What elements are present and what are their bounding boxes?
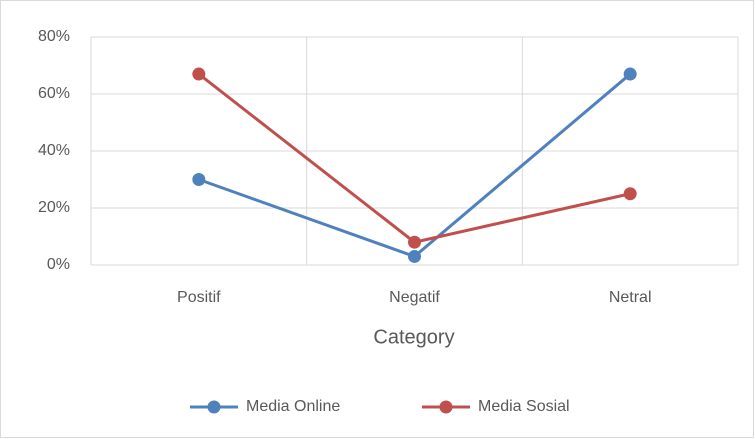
data-point [408,249,421,263]
x-axis-label: Category [373,326,454,348]
y-tick-label: 0% [47,256,70,273]
legend-label: Media Sosial [478,398,570,415]
y-tick-label: 60% [38,85,70,102]
data-point [623,67,637,81]
x-tick-label: Netral [609,289,652,306]
data-point [192,173,206,186]
data-point [192,67,206,81]
y-tick-label: 40% [38,142,70,159]
y-tick-label: 20% [38,199,70,216]
legend-label: Media Online [246,398,340,415]
data-point [408,235,421,249]
legend-marker [439,400,453,414]
data-point [623,187,637,201]
y-tick-label: 80% [38,28,70,45]
legend-marker [207,400,221,414]
x-tick-label: Positif [177,289,221,306]
x-tick-label: Negatif [389,289,440,306]
